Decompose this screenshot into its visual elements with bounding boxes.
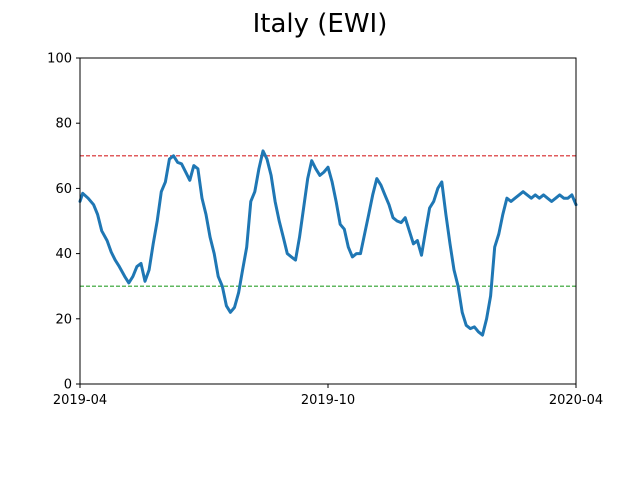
y-tick-label: 100 xyxy=(47,52,72,67)
y-tick-label: 40 xyxy=(55,247,72,262)
y-tick-label: 60 xyxy=(55,182,72,197)
x-tick-label: 2020-04 xyxy=(549,393,603,408)
x-tick-label: 2019-10 xyxy=(301,393,355,408)
chart-title: Italy (EWI) xyxy=(253,9,388,39)
y-tick-label: 20 xyxy=(55,312,72,327)
series-line-0 xyxy=(78,149,578,337)
y-tick-label: 80 xyxy=(55,117,72,132)
plot-area: 0 20 40 60 80 100 2019-04 2019-10 2020-04 xyxy=(47,52,603,409)
y-tick-label: 0 xyxy=(64,378,72,393)
x-tick-label: 2019-04 xyxy=(53,393,107,408)
